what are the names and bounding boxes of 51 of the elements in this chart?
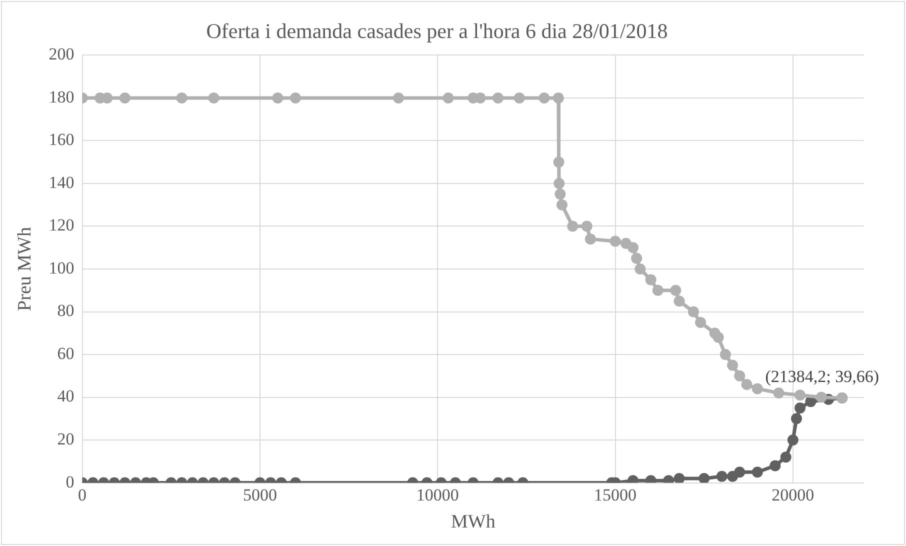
point [567,220,578,232]
point [119,92,130,104]
point [554,188,566,200]
x-tick-label: 15000 [594,485,637,504]
point [538,92,550,104]
y-tick-label: 100 [48,258,74,278]
point [290,92,301,104]
y-tick-label: 120 [48,216,74,235]
y-tick-label: 200 [48,44,74,64]
y-tick-label: 80 [57,301,74,320]
y-tick-label: 160 [48,130,74,150]
point [674,296,685,307]
point [553,156,564,168]
point [634,264,646,274]
y-tick-label: 60 [57,344,74,363]
point [581,220,592,232]
point [652,284,664,296]
point [631,252,642,264]
y-tick-label: 0 [66,472,74,492]
y-tick-label: 140 [48,172,74,192]
chart-title: Oferta i demanda casades per a l'hora 6 dia 28/01/2018 [206,19,668,44]
x-axis-title: MWh [450,512,496,533]
x-tick-label: 10000 [416,485,459,504]
point [670,284,682,296]
y-axis-title: Preu MWh [14,226,36,311]
point [584,234,596,245]
y-tick-label: 40 [57,386,74,406]
point [552,92,564,104]
point [556,199,568,210]
annotation: (21384,2; 39,66) [765,366,880,386]
point [695,316,706,328]
point [688,306,699,318]
point [492,92,504,104]
point [734,370,746,382]
x-tick-label: 0 [78,485,87,504]
y-tick-label: 20 [57,430,74,449]
point [272,92,284,104]
point [176,92,188,104]
point [442,92,454,104]
point [514,92,525,104]
point [208,92,220,104]
point [741,378,752,390]
point [393,92,404,104]
point [554,178,565,189]
point [628,242,639,254]
point [712,332,724,343]
point [610,236,621,247]
x-tick-label: 5000 [242,485,277,504]
point [645,274,656,286]
x-tick-label: 20000 [772,485,814,504]
y-tick-label: 180 [48,87,74,106]
